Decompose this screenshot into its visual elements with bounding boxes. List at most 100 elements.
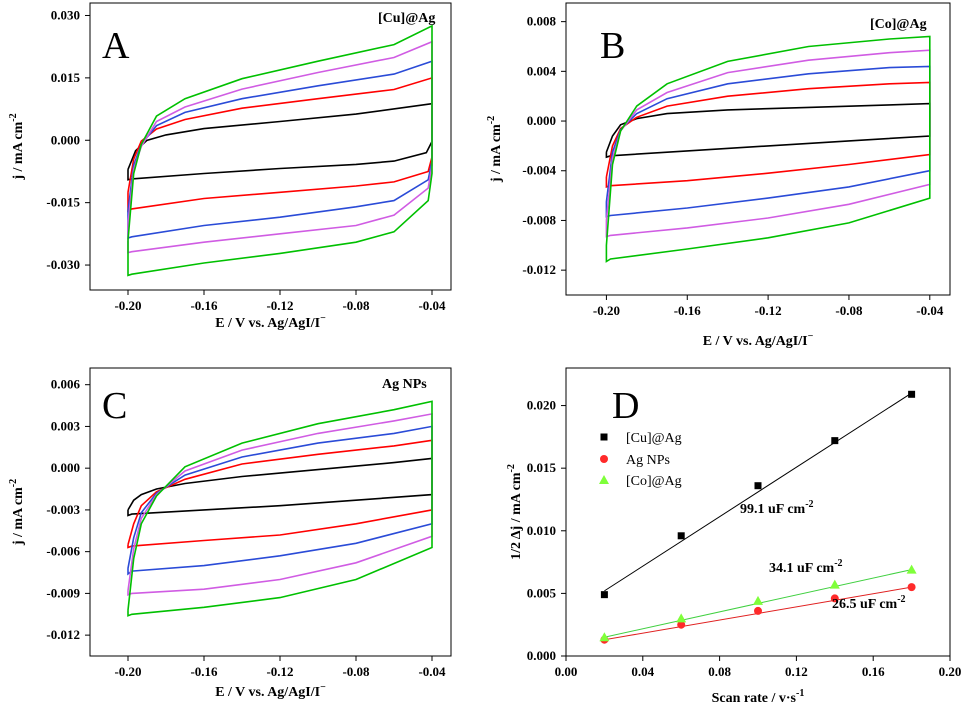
legend-label: [Cu]@Ag <box>626 431 682 446</box>
x-tick-label: -0.16 <box>674 303 702 318</box>
data-point <box>829 579 840 589</box>
slope-annotation-text: 99.1 uF cm <box>740 502 806 517</box>
cv-curve-1 <box>127 102 433 181</box>
y-tick-label: 0.000 <box>527 648 556 663</box>
y-tick-label: -0.012 <box>46 627 80 642</box>
panel-letter: A <box>102 25 130 67</box>
y-axis-label-text: j / mA cm <box>11 121 26 180</box>
data-point <box>831 437 839 445</box>
x-tick-label: -0.04 <box>418 664 446 679</box>
x-axis-label-text: E / V vs. Ag/AgI/I <box>703 334 808 349</box>
plot-frame <box>89 367 452 657</box>
slope-annotation: 99.1 uF cm-2 <box>740 499 814 517</box>
y-tick-label: 0.008 <box>527 14 557 29</box>
data-point <box>600 591 608 599</box>
panel-tag: [Cu]@Ag <box>378 11 435 26</box>
cv-curve-4 <box>605 49 931 238</box>
y-axis-label-sup: -2 <box>8 113 19 121</box>
cv-curve-4 <box>127 412 433 596</box>
y-axis-label-text: 1/2 Δj / mA cm <box>509 472 524 560</box>
data-point <box>906 564 917 574</box>
x-tick-label: -0.16 <box>190 664 218 679</box>
cv-curve-1 <box>605 102 931 159</box>
x-tick-label: -0.04 <box>916 303 944 318</box>
x-tick-label: -0.08 <box>835 303 863 318</box>
data-point <box>677 620 686 629</box>
y-tick-label: -0.030 <box>46 257 80 272</box>
x-tick-label: -0.20 <box>593 303 620 318</box>
y-tick-label: 0.006 <box>51 377 81 392</box>
plot-frame <box>565 2 951 296</box>
y-tick-label: 0.015 <box>51 70 81 85</box>
y-tick-label: 0.003 <box>51 418 81 433</box>
x-tick-label: 0.16 <box>862 664 885 679</box>
x-tick-label: 0.12 <box>785 664 808 679</box>
y-tick-label: 0.020 <box>527 398 556 413</box>
y-axis-label: j / mA cm-2 <box>8 479 26 546</box>
data-point <box>830 594 839 603</box>
slope-annotation: 26.5 uF cm-2 <box>832 594 906 612</box>
y-axis-label: j / mA cm-2 <box>8 113 26 180</box>
y-axis-label-sup: -2 <box>486 116 497 124</box>
legend-label: Ag NPs <box>626 453 670 468</box>
cv-curve-5 <box>605 35 931 263</box>
y-tick-label: -0.015 <box>46 195 80 210</box>
y-tick-label: -0.012 <box>522 262 556 277</box>
x-tick-label: 0.20 <box>939 664 962 679</box>
x-axis-label-sup: -1 <box>796 688 804 699</box>
slope-annotation: 34.1 uF cm-2 <box>769 558 843 576</box>
y-axis-label: 1/2 Δj / mA cm-2 <box>506 464 524 560</box>
panel-letter: C <box>102 385 127 427</box>
x-tick-label: -0.12 <box>266 664 293 679</box>
slope-annotation-text: 26.5 uF cm <box>832 597 898 612</box>
x-tick-label: -0.20 <box>114 298 141 313</box>
cv-curve-5 <box>127 400 433 617</box>
cv-curve-1 <box>127 457 433 517</box>
x-tick-label: 0.04 <box>631 664 654 679</box>
data-point <box>907 583 916 592</box>
panel-b: -0.20 -0.16 -0.12 -0.08 -0.04 -0.012 -0.008 -0.… <box>486 2 951 349</box>
plot-frame <box>89 2 452 291</box>
x-tick-label: 0.00 <box>555 664 578 679</box>
y-tick-label: 0.030 <box>51 7 80 22</box>
x-tick-label: -0.20 <box>114 664 141 679</box>
y-tick-label: -0.003 <box>46 502 80 517</box>
legend-label: [Co]@Ag <box>626 474 682 489</box>
cv-curve-2 <box>127 439 433 549</box>
slope-annotation-text: 34.1 uF cm <box>769 561 835 576</box>
y-tick-label: -0.008 <box>522 212 556 227</box>
y-tick-label: 0.010 <box>527 523 556 538</box>
slope-annotation-sup: -2 <box>897 594 905 605</box>
data-point <box>754 606 762 615</box>
cv-curve-2 <box>605 81 931 188</box>
fit-line-1 <box>604 392 912 592</box>
x-axis-label: E / V vs. Ag/AgI/I− <box>215 313 326 331</box>
x-tick-label: -0.16 <box>190 298 218 313</box>
panel-letter: D <box>612 385 639 427</box>
panel-a: -0.20 -0.16 -0.12 -0.08 -0.04 -0.030 -0.015 0.0… <box>8 2 452 331</box>
x-axis-label: Scan rate / v·s-1 <box>712 688 805 706</box>
cv-curve-3 <box>127 425 433 576</box>
x-axis-label-text: Scan rate / v·s <box>712 691 797 706</box>
x-tick-label: 0.08 <box>708 664 731 679</box>
cv-curve-5 <box>127 24 433 277</box>
y-tick-label: 0.015 <box>527 460 557 475</box>
cv-curve-3 <box>127 60 433 240</box>
x-tick-label: -0.08 <box>342 664 370 679</box>
data-point <box>599 632 610 642</box>
panel-c: -0.20 -0.16 -0.12 -0.08 -0.04 -0.012 -0.009 -0.… <box>8 367 452 700</box>
y-tick-label: -0.006 <box>46 544 80 559</box>
plot-frame <box>565 367 951 657</box>
cv-curve-3 <box>605 65 931 218</box>
y-axis-label-text: j / mA cm <box>11 487 26 546</box>
y-axis-label-text: j / mA cm <box>489 124 504 183</box>
legend-marker <box>599 475 609 484</box>
data-point <box>908 390 916 398</box>
x-tick-label: -0.04 <box>418 298 446 313</box>
x-axis-label-sup: − <box>320 313 326 324</box>
cv-curve-2 <box>127 76 433 213</box>
x-axis-label-sup: − <box>320 682 326 693</box>
legend-marker <box>600 433 608 441</box>
y-axis-label: j / mA cm-2 <box>486 116 504 183</box>
